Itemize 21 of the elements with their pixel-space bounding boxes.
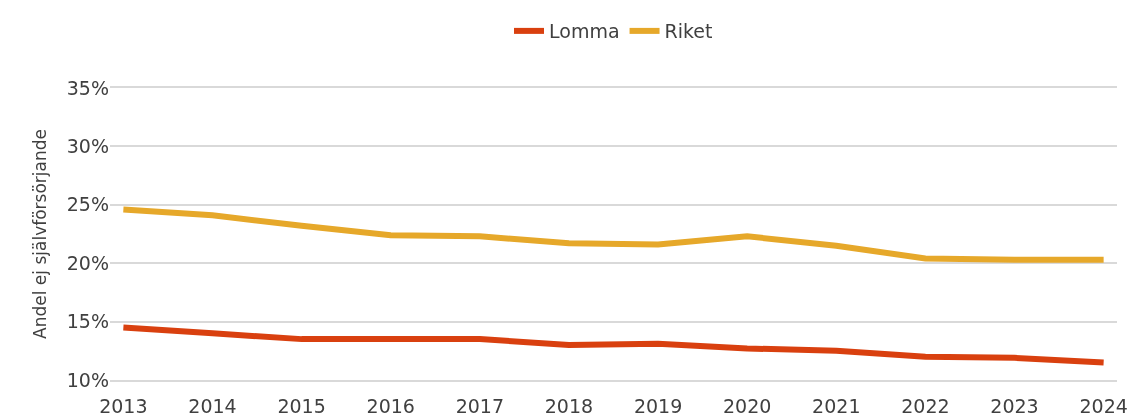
- x-tick-label: 2014: [188, 394, 237, 417]
- x-tick-label: 2018: [544, 394, 594, 417]
- y-tick-label: 25%: [66, 193, 109, 216]
- x-tick-label: 2017: [455, 394, 505, 417]
- x-tick-label: 2024: [1079, 394, 1128, 417]
- legend-label: Riket: [664, 20, 713, 43]
- y-tick-label: 20%: [66, 251, 109, 274]
- legend-label: Lomma: [549, 20, 620, 43]
- x-tick-label: 2019: [633, 394, 683, 417]
- x-tick-label: 2022: [901, 394, 950, 417]
- y-tick-label: 10%: [66, 368, 109, 391]
- x-tick-label: 2016: [366, 394, 415, 417]
- x-tick-label: 2013: [99, 394, 148, 417]
- x-tick-label: 2021: [812, 394, 861, 417]
- y-tick-label: 30%: [66, 135, 109, 158]
- x-tick-label: 2020: [722, 394, 772, 417]
- x-tick-label: 2023: [990, 394, 1039, 417]
- y-tick-label: 15%: [66, 310, 109, 333]
- y-axis-title: Andel ej självförsörjande: [30, 129, 51, 339]
- y-tick-label: 35%: [66, 76, 109, 99]
- x-tick-label: 2015: [277, 394, 326, 417]
